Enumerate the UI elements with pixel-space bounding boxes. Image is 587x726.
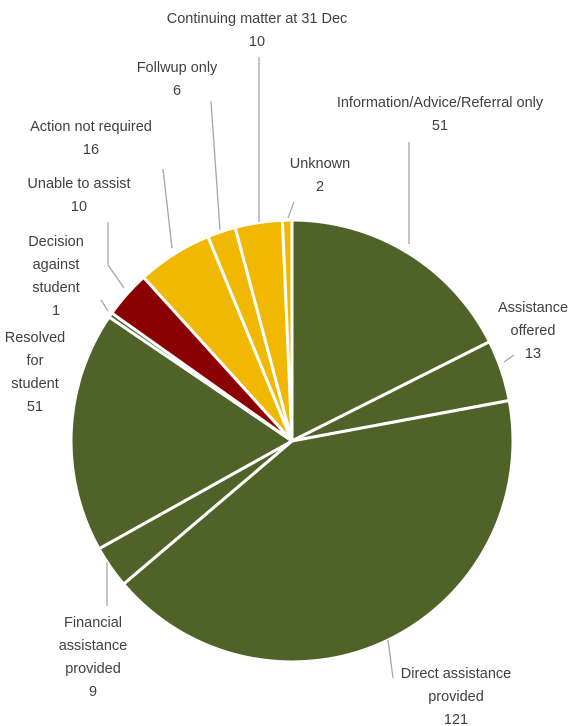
data-label-information-advice-referral-only: Information/Advice/Referral only 51	[337, 95, 544, 134]
leader-lines	[100, 57, 515, 679]
data-label-resolved-for-student: Resolved for student 51	[5, 330, 65, 415]
leader-line	[210, 100, 221, 231]
leader-line	[162, 168, 173, 249]
pie-slice-information-advice-referral-only	[290, 218, 491, 443]
data-label-unknown: Unknown 2	[290, 156, 350, 195]
leader-line	[100, 299, 109, 312]
data-label-direct-assistance-provided: Direct assistance provided 121	[401, 666, 511, 726]
slice-labels: Information/Advice/Referral only 51 Assist…	[5, 11, 568, 726]
data-label-financial-assistance-provided: Financial assistance provided 9	[59, 615, 128, 700]
leader-line	[107, 222, 125, 289]
data-label-continuing-matter-at-31-dec: Continuing matter at 31 Dec 10	[167, 11, 348, 50]
leader-line	[287, 201, 295, 219]
leader-line	[503, 354, 515, 363]
data-label-unable-to-assist: Unable to assist 10	[27, 176, 130, 215]
data-label-follwup-only: Follwup only 6	[137, 60, 218, 99]
data-label-assistance-offered: Assistance offered 13	[498, 300, 568, 362]
pie-slice-resolved-for-student	[69, 315, 294, 551]
pie-slices	[69, 218, 515, 664]
data-label-action-not-required: Action not required 16	[30, 119, 152, 158]
leader-line	[387, 639, 394, 679]
pie-slice-direct-assistance-provided	[122, 399, 515, 664]
pie-slice-unknown	[280, 218, 294, 443]
data-label-decision-against-student: Decision against student 1	[28, 234, 84, 319]
